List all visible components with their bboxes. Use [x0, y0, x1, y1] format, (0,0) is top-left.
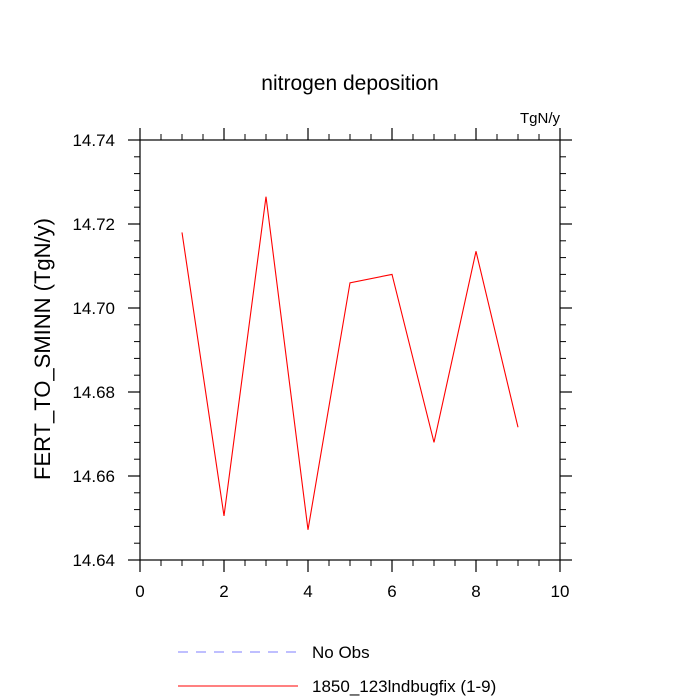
chart-title: nitrogen deposition — [261, 72, 438, 95]
x-tick-label: 6 — [387, 582, 396, 601]
legend-label: 1850_123lndbugfix (1-9) — [312, 677, 496, 696]
y-tick-label: 14.70 — [72, 299, 115, 318]
series-line — [181, 196, 519, 530]
plot-frame — [139, 139, 561, 561]
y-tick-label: 14.68 — [72, 383, 115, 402]
x-tick-label: 8 — [471, 582, 480, 601]
units-label: TgN/y — [520, 110, 561, 127]
y-tick-label: 14.64 — [72, 551, 115, 570]
x-tick-label: 4 — [303, 582, 312, 601]
y-tick-label: 14.66 — [72, 467, 115, 486]
x-tick-label: 0 — [135, 582, 144, 601]
y-tick-label: 14.74 — [72, 131, 115, 150]
plot-area: 0 2 4 6 8 10 14.64 14.66 14.68 14.70 14.72 14.74 — [72, 128, 572, 601]
x-tick-label: 10 — [551, 582, 570, 601]
x-tick-label: 2 — [219, 582, 228, 601]
y-axis-label: FERT_TO_SMINN (TgN/y) — [30, 218, 55, 480]
legend-label: No Obs — [312, 643, 370, 662]
legend: No Obs 1850_123lndbugfix (1-9) — [178, 643, 496, 696]
y-tick-label: 14.72 — [72, 215, 115, 234]
